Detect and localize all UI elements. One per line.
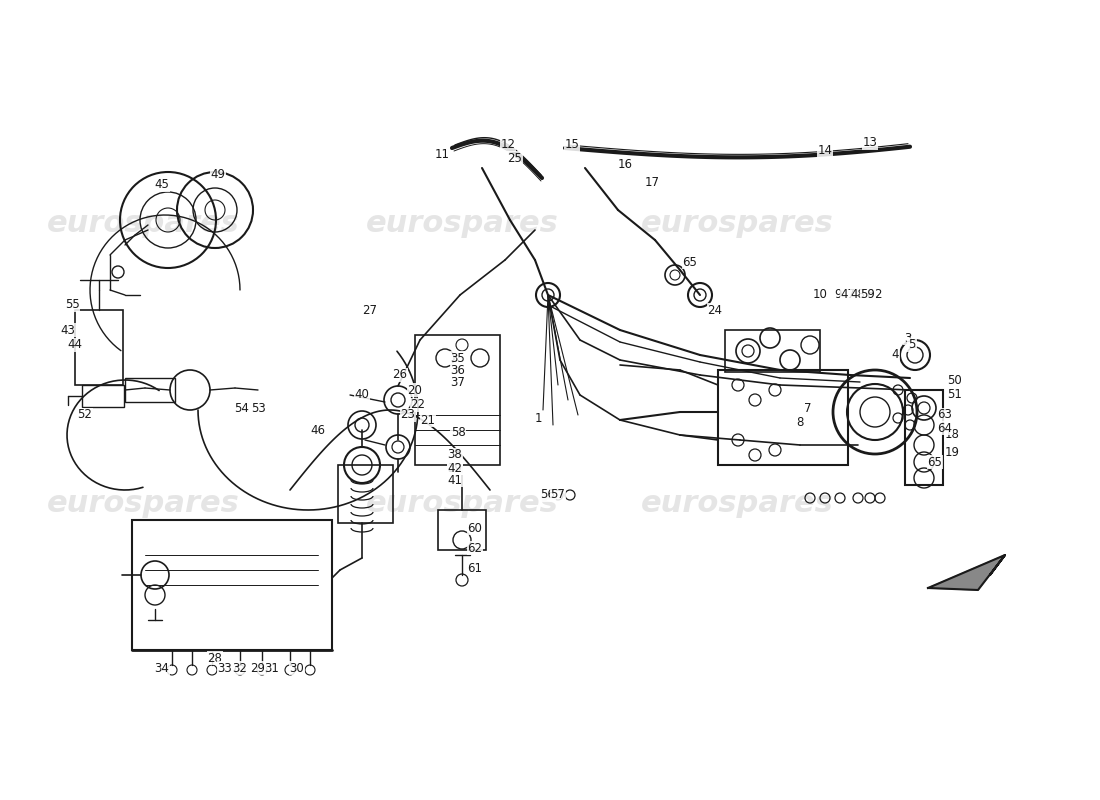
Text: 39: 39: [448, 462, 462, 474]
Text: 29: 29: [251, 662, 265, 674]
Text: 31: 31: [265, 662, 279, 674]
Text: 3: 3: [904, 331, 912, 345]
Text: 36: 36: [451, 363, 465, 377]
Text: 15: 15: [564, 138, 580, 151]
Text: 45: 45: [155, 178, 169, 191]
Bar: [125, 378, 175, 402]
Text: 27: 27: [363, 303, 377, 317]
Text: 22: 22: [410, 398, 426, 411]
Bar: [438, 510, 486, 550]
Text: 65: 65: [927, 455, 943, 469]
Bar: [725, 330, 820, 372]
Text: 61: 61: [468, 562, 483, 574]
Text: 44: 44: [67, 338, 82, 351]
Text: 65: 65: [683, 255, 697, 269]
Text: 32: 32: [232, 662, 248, 674]
Text: 33: 33: [218, 662, 232, 674]
Text: 11: 11: [434, 149, 450, 162]
Text: 47: 47: [840, 289, 856, 302]
Bar: [718, 370, 848, 465]
Text: 20: 20: [408, 383, 422, 397]
Text: 53: 53: [251, 402, 265, 414]
Text: 10: 10: [813, 289, 827, 302]
Text: eurospares: eurospares: [640, 490, 834, 518]
Text: 56: 56: [540, 489, 556, 502]
Text: 51: 51: [947, 389, 962, 402]
Text: 42: 42: [448, 462, 462, 474]
Text: 43: 43: [60, 323, 76, 337]
Text: 18: 18: [945, 429, 959, 442]
Text: 34: 34: [155, 662, 169, 674]
Text: 5: 5: [909, 338, 915, 351]
Text: 52: 52: [78, 409, 92, 422]
Text: 12: 12: [500, 138, 516, 151]
Text: 24: 24: [707, 303, 723, 317]
Text: eurospares: eurospares: [46, 490, 240, 518]
Polygon shape: [928, 555, 1005, 590]
Text: 19: 19: [945, 446, 959, 458]
Bar: [132, 520, 332, 650]
Text: 13: 13: [862, 137, 878, 150]
Text: 48: 48: [850, 289, 866, 302]
Text: 28: 28: [208, 651, 222, 665]
Text: 63: 63: [937, 409, 953, 422]
Text: 35: 35: [451, 351, 465, 365]
Text: 55: 55: [65, 298, 79, 311]
Bar: [905, 390, 943, 485]
Text: 46: 46: [310, 423, 326, 437]
Text: 38: 38: [448, 449, 462, 462]
Text: 23: 23: [400, 409, 416, 422]
Text: 4: 4: [891, 349, 899, 362]
Text: 25: 25: [507, 151, 522, 165]
Text: 60: 60: [468, 522, 483, 534]
Text: 37: 37: [451, 375, 465, 389]
Text: 57: 57: [551, 489, 565, 502]
Text: 64: 64: [937, 422, 953, 434]
Text: eurospares: eurospares: [640, 210, 834, 238]
Text: 58: 58: [451, 426, 465, 438]
Text: 41: 41: [448, 474, 462, 486]
Text: eurospares: eurospares: [46, 210, 240, 238]
Text: 16: 16: [617, 158, 632, 171]
Text: 8: 8: [796, 415, 804, 429]
Text: 62: 62: [468, 542, 483, 554]
Text: 30: 30: [289, 662, 305, 674]
Text: 40: 40: [354, 389, 370, 402]
Bar: [338, 465, 393, 523]
Text: 21: 21: [420, 414, 436, 426]
Text: 1: 1: [535, 411, 541, 425]
Text: 14: 14: [817, 143, 833, 157]
Text: 26: 26: [393, 369, 407, 382]
Text: eurospares: eurospares: [365, 490, 559, 518]
Text: eurospares: eurospares: [365, 210, 559, 238]
Bar: [75, 310, 123, 385]
Text: 50: 50: [947, 374, 962, 386]
Text: 59: 59: [860, 289, 876, 302]
Text: 17: 17: [645, 175, 660, 189]
Bar: [415, 335, 500, 465]
Text: 2: 2: [874, 289, 882, 302]
Text: 7: 7: [804, 402, 812, 414]
Text: 54: 54: [234, 402, 250, 414]
Text: 6: 6: [867, 289, 873, 302]
Text: 9: 9: [834, 289, 842, 302]
Text: 49: 49: [210, 169, 225, 182]
Bar: [82, 385, 124, 407]
